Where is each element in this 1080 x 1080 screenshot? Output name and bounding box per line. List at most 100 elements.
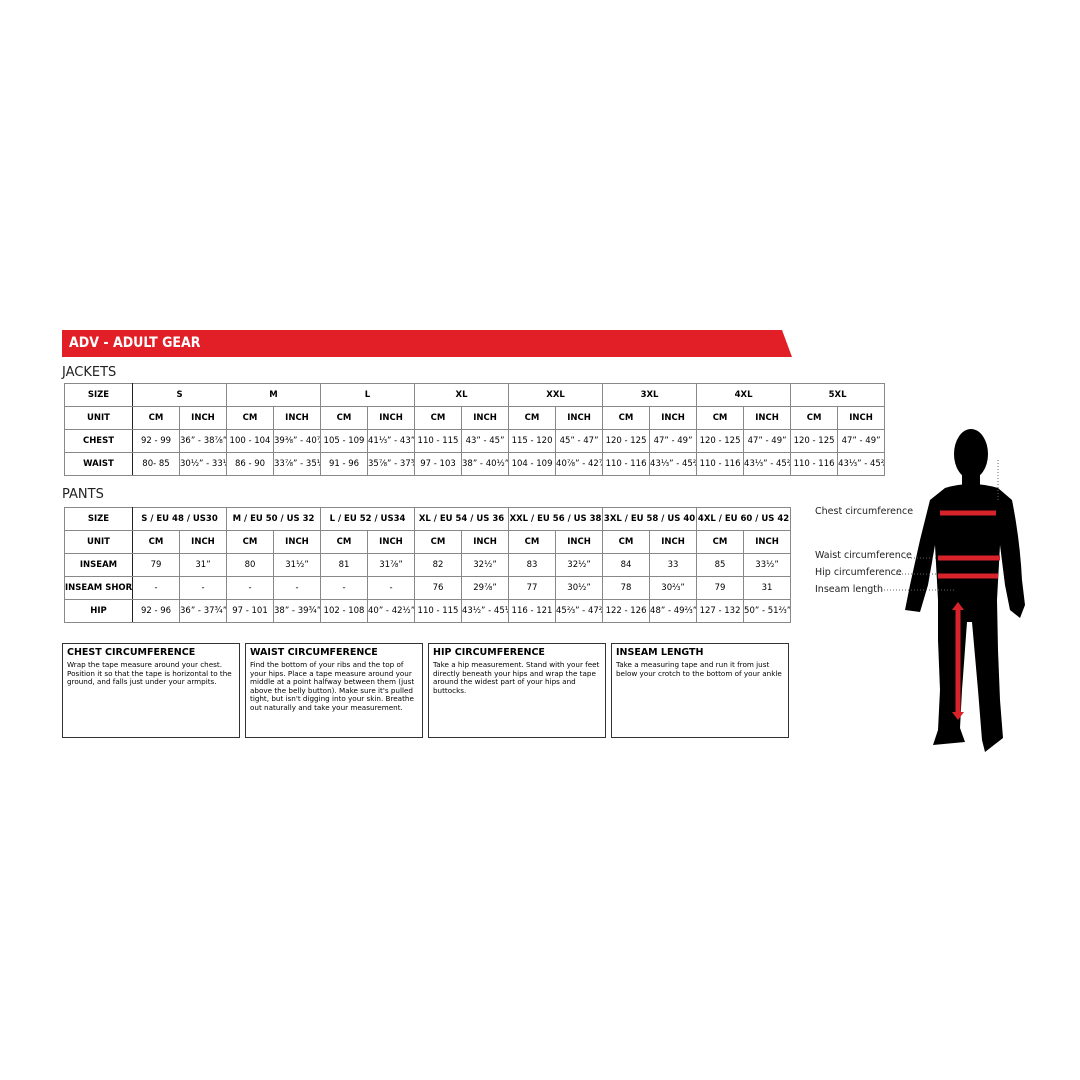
size-header: S / EU 48 / US30: [132, 507, 227, 531]
figure-label: Waist circumference: [815, 550, 912, 561]
unit-header: CM: [508, 530, 557, 554]
guide-box: CHEST CIRCUMFERENCE Wrap the tape measure…: [62, 643, 240, 738]
cell: 83: [508, 553, 557, 577]
cell: 78: [602, 576, 651, 600]
cell: 43⅓” - 45⅔”: [743, 452, 792, 476]
figure-label: Chest circumference: [815, 506, 914, 517]
unit-header: INCH: [837, 406, 886, 430]
cell: 43⅓” - 45⅔”: [837, 452, 886, 476]
size-header: XL: [414, 383, 510, 407]
cell: 43” - 45”: [461, 429, 510, 453]
guide-text: Take a measuring tape and run it from ju…: [616, 660, 782, 678]
unit-header: CM: [696, 406, 745, 430]
row-label: SIZE: [64, 383, 133, 407]
unit-header: INCH: [461, 406, 510, 430]
cell: 36” - 37¾”: [179, 599, 227, 623]
size-header: S: [132, 383, 227, 407]
cell: 32½”: [555, 553, 604, 577]
cell: 85: [696, 553, 745, 577]
cell: 41⅓” - 43”: [366, 429, 416, 453]
section-title: JACKETS: [62, 365, 117, 380]
row: INSEAM SHORT - - - - - -76 29⅞” 77 30½” 78 30⅔” 79 31: [64, 576, 792, 600]
section-title: PANTS: [62, 487, 104, 502]
size-header: XXL: [508, 383, 604, 407]
unit-header: CM: [602, 530, 651, 554]
cell: 31½”: [273, 553, 321, 577]
row: INSEAM 79 31” 80 31½” 81 31⅞” 82 32½” 83 32½” 84 33 8…: [64, 553, 792, 577]
cell: 40” - 42½”: [367, 599, 415, 623]
guide-title: HIP CIRCUMFERENCE: [433, 647, 545, 658]
unit-header: CM: [132, 530, 180, 554]
figure-label: Hip circumference: [815, 567, 902, 578]
cell: 110 - 116: [602, 452, 651, 476]
guide-box: INSEAM LENGTH Take a measuring tape and r…: [611, 643, 789, 738]
size-header: L: [319, 383, 416, 407]
unit-header: INCH: [460, 530, 510, 554]
cell: 30½” - 33½”: [179, 452, 227, 476]
cell: 110 - 115: [414, 429, 463, 453]
cell: 47” - 49”: [649, 429, 698, 453]
unit-header: INCH: [555, 530, 604, 554]
cell: 47” - 49”: [837, 429, 886, 453]
cell: 105 - 109: [320, 429, 368, 453]
cell: 97 - 103: [414, 452, 463, 476]
unit-header: CM: [602, 406, 651, 430]
cell: 110 - 115: [414, 599, 462, 623]
guide-text: Wrap the tape measure around your chest.…: [67, 660, 232, 687]
cell: 31⅞”: [367, 553, 415, 577]
cell: 40⅞” - 42⅞”: [555, 452, 604, 476]
cell: 47” - 49”: [743, 429, 792, 453]
guide-title: WAIST CIRCUMFERENCE: [250, 647, 378, 658]
unit-header: INCH: [179, 406, 227, 430]
cell: -: [320, 576, 368, 600]
banner-title: ADV - ADULT GEAR: [69, 335, 201, 351]
cell: 33⅞” - 35½”: [273, 452, 321, 476]
cell: 91 - 96: [320, 452, 368, 476]
cell: 43½” - 45¼”: [460, 599, 510, 623]
guide-title: CHEST CIRCUMFERENCE: [67, 647, 196, 658]
cell: 38” - 39¾”: [273, 599, 321, 623]
cell: 39⅜” - 40⅞”: [273, 429, 321, 453]
cell: -: [132, 576, 180, 600]
size-header: 3XL: [602, 383, 698, 407]
row-label: UNIT: [64, 530, 133, 554]
cell: 120 - 125: [696, 429, 745, 453]
cell: 100 - 104: [226, 429, 274, 453]
cell: 43⅓” - 45⅔”: [649, 452, 698, 476]
cell: 110 - 116: [696, 452, 745, 476]
cell: 33: [649, 553, 698, 577]
cell: 86 - 90: [226, 452, 274, 476]
row-label: INSEAM: [64, 553, 133, 577]
cell: 97 - 101: [226, 599, 274, 623]
cell: 77: [508, 576, 557, 600]
row: UNIT CM INCH CM INCH CM INCH CM INCH CM INCH CM INCH…: [64, 530, 792, 554]
cell: 79: [696, 576, 745, 600]
unit-header: INCH: [366, 406, 416, 430]
guide-title: INSEAM LENGTH: [616, 647, 704, 658]
cell: 32½”: [460, 553, 510, 577]
unit-header: CM: [414, 530, 462, 554]
unit-header: INCH: [273, 406, 321, 430]
size-header: M: [226, 383, 321, 407]
cell: 45⅔” - 47⅔”: [555, 599, 604, 623]
size-header: 4XL / EU 60 / US 42: [696, 507, 792, 531]
cell: 127 - 132: [696, 599, 745, 623]
row: SIZE S / EU 48 / US30 M / EU 50 / US 32 L /…: [64, 507, 792, 531]
cell: 81: [320, 553, 368, 577]
cell: 30⅔”: [649, 576, 698, 600]
figure: [878, 429, 1025, 752]
size-header: L / EU 52 / US34: [320, 507, 415, 531]
unit-header: INCH: [273, 530, 321, 554]
unit-header: CM: [790, 406, 839, 430]
size-header: 4XL: [696, 383, 792, 407]
guide-text: Find the bottom of your ribs and the top…: [250, 660, 415, 712]
row-label: UNIT: [64, 406, 133, 430]
cell: 122 - 126: [602, 599, 651, 623]
row: UNIT CM INCH CM INCH CM INCH CM INCH CM INCH CM INCH…: [64, 406, 886, 430]
unit-header: INCH: [367, 530, 415, 554]
unit-header: CM: [226, 530, 274, 554]
unit-header: CM: [696, 530, 745, 554]
size-header: 3XL / EU 58 / US 40: [602, 507, 698, 531]
